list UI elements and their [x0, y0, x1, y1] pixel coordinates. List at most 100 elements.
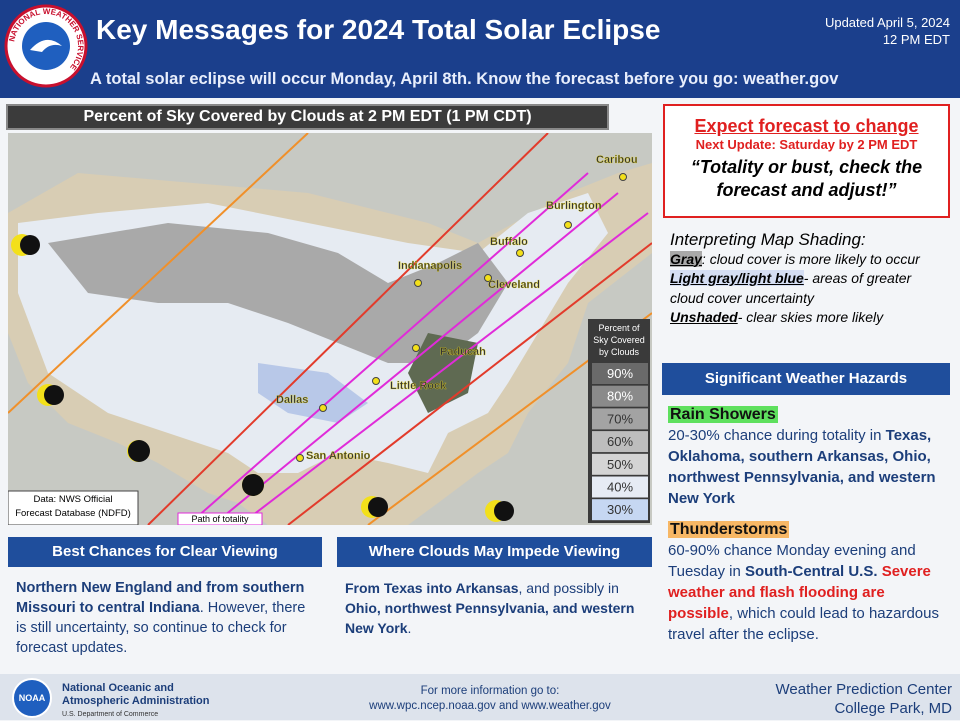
updated-time: 12 PM EDT	[882, 32, 950, 47]
band-line	[147, 133, 549, 525]
totality-edge	[239, 212, 649, 525]
interp-item: Light gray/light blue- areas of greater …	[670, 269, 940, 308]
quote: “Totality or bust, check the forecast an…	[690, 157, 923, 200]
city-label: Paducah	[440, 346, 486, 358]
band-line	[287, 242, 652, 525]
interp-key: Unshaded	[670, 309, 738, 325]
dark-shading	[408, 333, 478, 413]
city-dot	[412, 344, 420, 352]
interpreting: Interpreting Map Shading: Gray: cloud co…	[670, 230, 940, 328]
info-line: For more information go to:	[420, 685, 560, 697]
city-label: Little Rock	[390, 380, 447, 392]
city-dot	[372, 377, 380, 385]
hazard-text-part: Severe weather and flash flooding are po…	[668, 563, 931, 622]
city-dot	[484, 274, 492, 282]
hazard-name: Rain Showers	[668, 406, 778, 423]
source-box	[8, 490, 139, 525]
legend-swatch	[592, 499, 648, 521]
hazard-text: 60-90% chance Monday evening and Tuesday…	[668, 540, 950, 645]
forecast-headline: Expect forecast to change	[694, 116, 919, 136]
impede-text-part: Ohio, northwest Pennsylvania, and wester…	[345, 600, 635, 636]
band-line	[8, 133, 309, 414]
legend-swatch	[592, 431, 648, 453]
department: U.S. Department of Commerce	[62, 711, 159, 718]
center: Weather Prediction Center College Park, M…	[776, 680, 952, 718]
agency-line: National Oceanic and	[62, 682, 174, 694]
impede-text-part: From Texas into Arkansas	[345, 580, 519, 596]
city-label: San Antonio	[306, 450, 371, 462]
updated-date: Updated April 5, 2024	[824, 15, 950, 30]
legend-swatch	[592, 385, 648, 407]
legend-label: 50%	[607, 457, 633, 472]
impede-text-part: , and possibly in	[518, 580, 619, 596]
hazard-text-part: , which could lead to hazardous travel a…	[668, 605, 939, 643]
clear-text: Northern New England and from southern M…	[16, 578, 316, 658]
noaa-logo: NOAA	[12, 678, 52, 718]
impede-title: Where Clouds May Impede Viewing	[337, 537, 652, 567]
legend-swatch	[592, 453, 648, 475]
map-title: Percent of Sky Covered by Clouds at 2 PM…	[6, 104, 609, 130]
clear-text-part: Northern New England and from southern M…	[16, 580, 305, 616]
legend-label: 40%	[607, 480, 633, 495]
cloud-shading	[48, 223, 508, 363]
title: Key Messages for 2024 Total Solar Eclips…	[96, 14, 661, 45]
city-label: Buffalo	[490, 236, 528, 248]
map: Data: NWS Official Forecast Database (NDF…	[8, 133, 652, 525]
info: For more information go to: www.wpc.ncep.…	[340, 684, 640, 714]
subtitle: A total solar eclipse will occur Monday,…	[90, 70, 839, 88]
hazard-text-part: 60-90% chance Monday evening and Tuesday…	[668, 542, 916, 580]
next-update: Next Update: Saturday by 2 PM EDT	[695, 137, 918, 152]
noaa-logo-text: NOAA	[19, 693, 46, 703]
footer: NOAA National Oceanic and Atmospheric Adm…	[0, 674, 960, 720]
legend-label: 80%	[607, 389, 633, 404]
agency: National Oceanic and Atmospheric Administ…	[62, 682, 210, 721]
hazards: Rain Showers 20-30% chance during totali…	[668, 404, 950, 645]
blue-shading	[258, 363, 368, 423]
clear-title: Best Chances for Clear Viewing	[8, 537, 322, 567]
legend-label: 70%	[607, 411, 633, 426]
path-label-box	[177, 512, 263, 525]
legend-label: 30%	[607, 502, 633, 517]
clear-text-part: . However, there is still uncertainty, s…	[16, 600, 306, 656]
interp-key: Light gray/light blue	[670, 270, 804, 286]
city-dot	[619, 173, 627, 181]
interp-item: Unshaded- clear skies more likely	[670, 308, 940, 328]
city-label: Burlington	[546, 200, 602, 212]
center-line: College Park, MD	[834, 700, 952, 717]
city-dot	[564, 221, 572, 229]
forecast-box: Expect forecast to change Next Update: S…	[663, 104, 950, 218]
totality-edge	[187, 172, 589, 525]
city-label: Dallas	[276, 394, 308, 406]
city-dot	[414, 279, 422, 287]
city-label: Cleveland	[488, 279, 540, 291]
hazard-text-part: 20-30% chance during totality in	[668, 427, 886, 444]
legend-label: 60%	[607, 434, 633, 449]
city-label: Indianapolis	[398, 260, 462, 272]
impede-text: From Texas into Arkansas, and possibly i…	[345, 578, 645, 638]
header: NATIONAL WEATHER SERVICE Key Messages fo…	[0, 0, 960, 98]
hazard-text-part: Texas, Oklahoma, southern Arkansas, Ohio…	[668, 427, 936, 507]
interp-desc: - areas of greater cloud cover uncertain…	[670, 270, 912, 306]
source-text: Data: NWS Official Forecast Database (NDF…	[15, 494, 131, 519]
city-dot	[516, 249, 524, 257]
sun-icons	[11, 234, 514, 522]
legend-swatch	[592, 476, 648, 498]
updated: Updated April 5, 2024 12 PM EDT	[825, 14, 950, 48]
city-dot	[319, 404, 327, 412]
hazard-name: Thunderstorms	[668, 521, 790, 538]
legend-title: Percent of Sky Covered by Clouds	[593, 323, 645, 357]
city-dot	[296, 454, 304, 462]
hazard-text: 20-30% chance during totality in Texas, …	[668, 425, 950, 509]
interp-desc: : cloud cover is more likely to occur	[701, 250, 920, 267]
hazards-title: Significant Weather Hazards	[662, 363, 950, 395]
nws-logo: NATIONAL WEATHER SERVICE	[4, 4, 88, 88]
interpreting-title: Interpreting Map Shading:	[670, 230, 866, 249]
hazard-text-part: South-Central U.S.	[745, 563, 878, 580]
agency-line: Atmospheric Administration	[62, 695, 210, 707]
info-line: www.wpc.ncep.noaa.gov and www.weather.go…	[369, 700, 611, 712]
interp-desc: - clear skies more likely	[737, 309, 884, 325]
legend-swatch	[592, 408, 648, 430]
impede-text-part: .	[407, 620, 412, 636]
city-label: Caribou	[596, 154, 638, 166]
